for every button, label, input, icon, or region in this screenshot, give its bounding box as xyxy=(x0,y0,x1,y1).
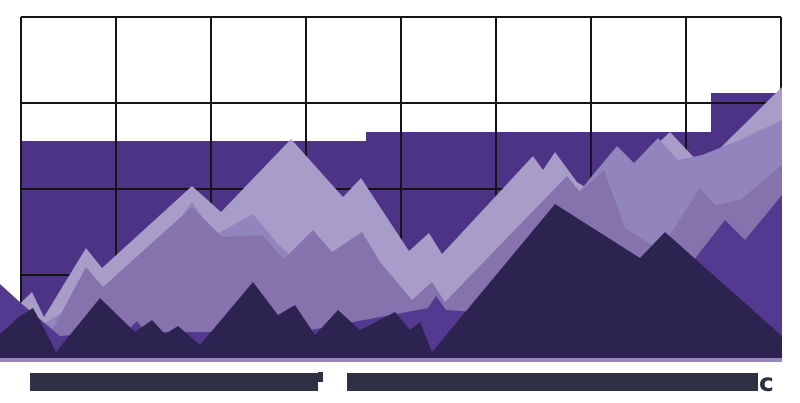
caption-redacted-bar-2 xyxy=(347,373,758,391)
caption-bar-2-end-letter: c xyxy=(759,368,774,397)
caption-redacted-bar-1 xyxy=(30,373,318,391)
baseline-strip xyxy=(0,358,782,362)
indigo-dark-ridge-area xyxy=(0,204,782,361)
caption-bar-1-letter-tail xyxy=(318,372,323,382)
